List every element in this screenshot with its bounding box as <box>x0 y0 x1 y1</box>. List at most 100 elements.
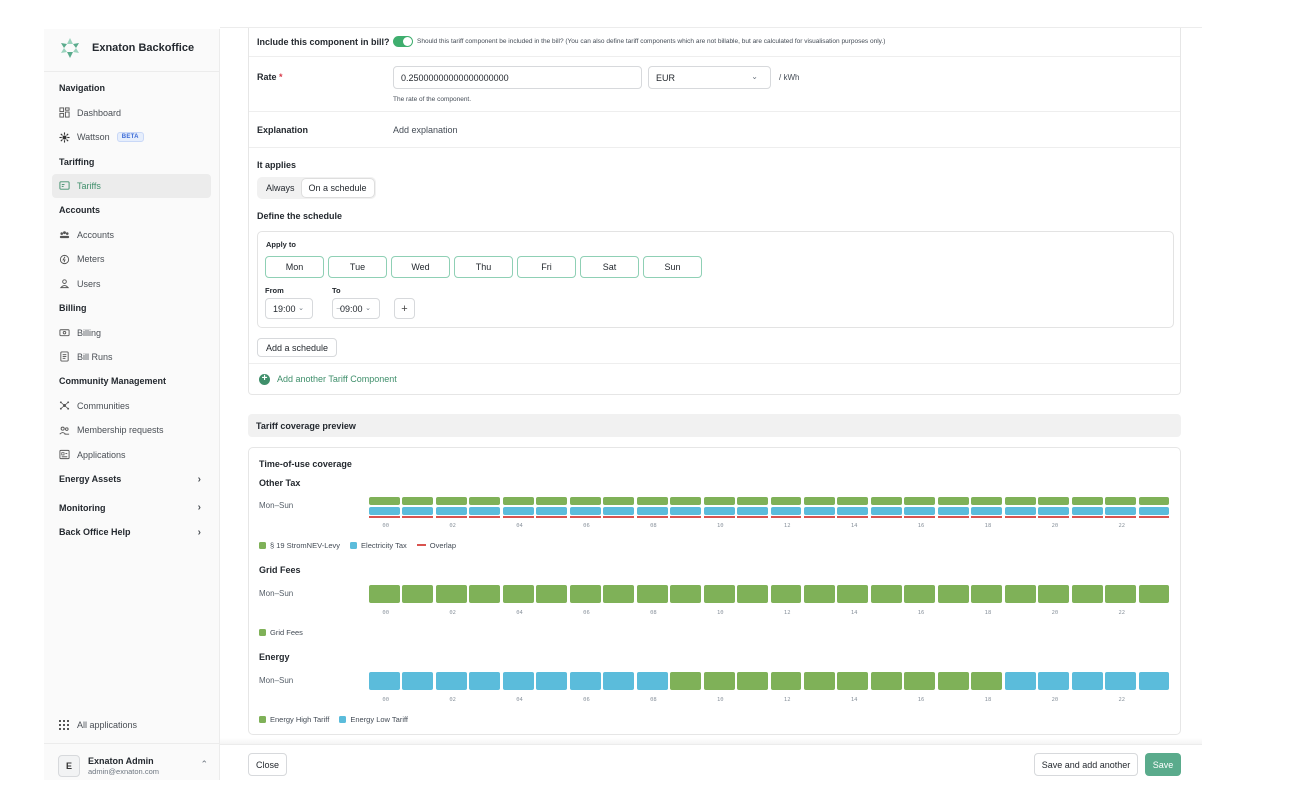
coverage-cell <box>670 672 702 690</box>
day-toggle-fri[interactable]: Fri <box>517 256 576 278</box>
sidebar-item-bill-runs[interactable]: Bill Runs <box>52 345 211 369</box>
coverage-cell <box>770 585 802 603</box>
preview-header[interactable]: Tariff coverage preview <box>248 414 1181 437</box>
coverage-cell <box>1004 672 1036 690</box>
coverage-cell-electricity-tax <box>703 507 735 515</box>
coverage-cell <box>1138 672 1170 690</box>
applies-label: It applies <box>257 160 297 170</box>
overlap-marker <box>502 516 534 518</box>
applies-always-option[interactable]: Always <box>266 183 295 193</box>
coverage-cell <box>469 585 501 603</box>
hour-tick-label: 00 <box>382 523 390 529</box>
day-toggle-tue[interactable]: Tue <box>328 256 387 278</box>
coverage-cell <box>1138 585 1170 603</box>
coverage-cell-electricity-tax <box>469 507 501 515</box>
close-button[interactable]: Close <box>248 753 287 776</box>
sidebar-item-communities[interactable]: Communities <box>52 394 211 418</box>
sidebar-item-dashboard[interactable]: Dashboard <box>52 101 211 125</box>
currency-select[interactable]: EUR ⌄ <box>648 66 771 89</box>
user-email: admin@exnaton.com <box>88 766 159 776</box>
divider <box>220 744 1202 745</box>
sidebar-item-users[interactable]: Users <box>52 271 211 295</box>
sidebar-item-tariffs[interactable]: Tariffs <box>52 173 211 199</box>
coverage-cell <box>837 585 869 603</box>
coverage-cell <box>870 585 902 603</box>
user-menu[interactable]: E Exnaton Admin admin@exnaton.com ⌃ <box>58 753 208 779</box>
hour-tick-label: 10 <box>717 610 724 616</box>
nav-section-monitoring[interactable]: Monitoring › <box>59 502 201 514</box>
nav-section-navigation: Navigation <box>59 83 106 94</box>
from-time-select[interactable]: 19:00 ⌄ <box>265 298 313 319</box>
sidebar-item-label: Billing <box>77 327 102 338</box>
divider <box>249 147 1180 148</box>
nav-section-energy-assets[interactable]: Energy Assets › <box>59 473 201 485</box>
sidebar-item-label: Meters <box>77 254 105 265</box>
coverage-cell <box>502 585 534 603</box>
hour-tick-label: 16 <box>917 610 925 616</box>
overlap-marker <box>737 516 768 518</box>
day-toggle-thu[interactable]: Thu <box>454 256 513 278</box>
hour-tick-label: 12 <box>783 523 791 529</box>
save-and-add-another-button[interactable]: Save and add another <box>1034 753 1138 776</box>
dashboard-icon <box>59 107 70 118</box>
sidebar-item-accounts[interactable]: Accounts <box>52 223 211 247</box>
overlap-marker <box>369 516 400 518</box>
footer-shadow <box>220 738 1202 744</box>
day-toggle-mon[interactable]: Mon <box>265 256 324 278</box>
plus-icon: + <box>401 302 408 315</box>
include-help-text: Should this tariff component be included… <box>417 38 886 45</box>
add-schedule-button[interactable]: Add a schedule <box>257 338 337 357</box>
sidebar-item-label: Accounts <box>77 229 115 240</box>
coverage-cell-levy <box>1071 497 1103 505</box>
include-toggle[interactable] <box>393 36 413 47</box>
to-time-select[interactable]: 09:00 ⌄ <box>332 298 380 319</box>
coverage-cell <box>569 672 601 690</box>
hour-tick-label: 02 <box>449 610 456 616</box>
sidebar-item-billing[interactable]: Billing <box>52 320 211 344</box>
day-toggle-wed[interactable]: Wed <box>391 256 450 278</box>
divider <box>249 111 1180 112</box>
explanation-input[interactable]: Add explanation <box>393 125 458 135</box>
sidebar-item-membership-requests[interactable]: Membership requests <box>52 418 211 442</box>
coverage-cell-levy <box>803 497 835 505</box>
coverage-cell <box>502 672 534 690</box>
day-toggle-sun[interactable]: Sun <box>643 256 702 278</box>
sidebar-item-label: Users <box>77 278 101 289</box>
coverage-cell-electricity-tax <box>636 507 668 515</box>
accounts-icon <box>59 229 70 240</box>
coverage-cell-levy <box>435 497 467 505</box>
coverage-cell-electricity-tax <box>870 507 902 515</box>
sidebar-item-label: Communities <box>77 400 130 411</box>
sidebar-item-meters[interactable]: Meters <box>52 247 211 271</box>
nav-section-billing: Billing <box>59 303 87 314</box>
coverage-cell-electricity-tax <box>1071 507 1103 515</box>
user-name: Exnaton Admin <box>88 755 154 766</box>
coverage-row-other-tax <box>369 497 1172 518</box>
rate-input[interactable]: 0.25000000000000000000 <box>393 66 642 89</box>
overlap-marker <box>1105 516 1137 518</box>
coverage-cell-levy <box>1138 497 1170 505</box>
overlap-marker <box>770 516 802 518</box>
applies-schedule-option[interactable]: On a schedule <box>301 179 374 197</box>
sidebar-item-wattson[interactable]: Wattson BETA <box>52 125 211 149</box>
coverage-cell-levy <box>469 497 501 505</box>
all-applications-link[interactable]: All applications <box>59 715 137 735</box>
coverage-subtitle: Time-of-use coverage <box>259 459 352 469</box>
save-button[interactable]: Save <box>1145 753 1181 776</box>
coverage-cell <box>569 585 601 603</box>
coverage-cell <box>803 585 835 603</box>
brand[interactable]: Exnaton Backoffice <box>58 35 194 61</box>
day-toggle-sat[interactable]: Sat <box>580 256 639 278</box>
overlap-marker <box>837 516 869 518</box>
nav-section-back-office-help[interactable]: Back Office Help › <box>59 526 201 538</box>
overlap-marker <box>971 516 1003 518</box>
sidebar-item-applications[interactable]: Applications <box>52 442 211 466</box>
add-tariff-component-button[interactable]: + Add another Tariff Component <box>259 372 397 386</box>
nav-section-tariffing: Tariffing <box>59 156 95 167</box>
hour-tick-label: 16 <box>917 523 925 529</box>
overlap-marker <box>1004 516 1036 518</box>
add-time-range-button[interactable]: + <box>394 298 415 319</box>
sidebar-item-label: Applications <box>77 449 126 460</box>
avatar: E <box>58 755 80 777</box>
grid-icon <box>59 720 69 730</box>
